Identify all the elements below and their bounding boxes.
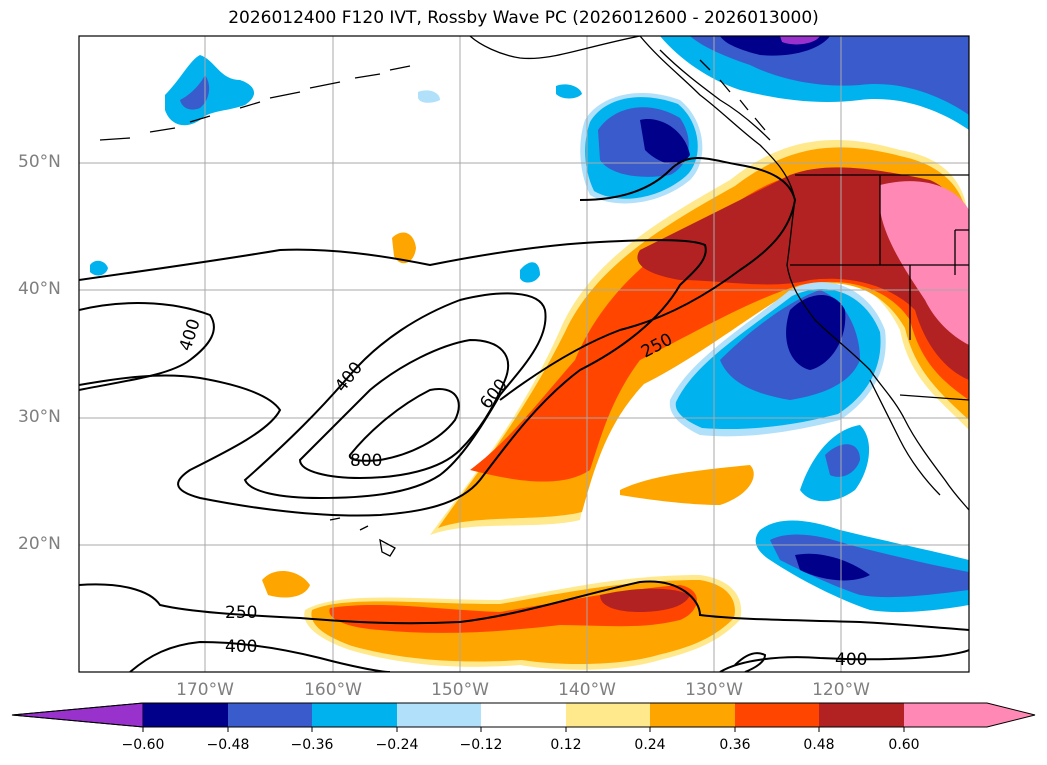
coast-inner-1 xyxy=(659,49,771,141)
contour-250-east xyxy=(499,157,797,401)
contour-800 xyxy=(348,388,460,462)
colorbar-segment xyxy=(143,703,228,727)
colorbar-segment xyxy=(735,703,819,727)
blue-dot-4 xyxy=(418,90,440,103)
lon-label-120w: 120°W xyxy=(812,680,870,700)
ar-band-pink xyxy=(880,181,969,345)
blue-north-purple xyxy=(780,36,820,45)
chart-title: 2026012400 F120 IVT, Rossby Wave PC (202… xyxy=(228,8,819,28)
lon-label-150w: 150°W xyxy=(431,680,489,700)
colorbar-tick-label: −0.12 xyxy=(459,737,503,753)
south-band-darkred xyxy=(600,588,690,612)
colorbar-segment xyxy=(312,703,397,727)
colorbar-tick-label: 0.24 xyxy=(634,737,666,753)
colorbar-segment xyxy=(819,703,904,727)
contour-400-inner xyxy=(243,292,547,500)
state-borders xyxy=(790,174,969,401)
colorbar-tick-label: 0.36 xyxy=(719,737,751,753)
contour-label: 400 xyxy=(835,650,867,670)
orange-blob-east xyxy=(620,465,754,505)
coast-alaska xyxy=(469,36,641,60)
lon-label-170w: 170°W xyxy=(176,680,234,700)
contour-250-south xyxy=(79,580,969,631)
lon-label-160w: 160°W xyxy=(304,680,362,700)
orange-blob-north xyxy=(392,232,416,264)
coast-baja xyxy=(869,379,941,496)
contour-250-tiny xyxy=(734,652,767,672)
colorbar-segment xyxy=(228,703,312,727)
hawaii-islands xyxy=(329,517,396,557)
colorbar-tick-label: 0.60 xyxy=(888,737,920,753)
colorbar-segment xyxy=(650,703,735,727)
coastlines xyxy=(99,36,969,557)
blue-southeast-mid xyxy=(770,534,969,598)
contour-400-south xyxy=(129,640,391,672)
lat-label-30n: 30°N xyxy=(18,407,61,427)
lat-label-50n: 50°N xyxy=(18,152,61,172)
coast-north-america xyxy=(639,36,969,511)
ivt-contours xyxy=(79,157,969,672)
lat-label-20n: 20°N xyxy=(18,534,61,554)
colorbar-extend-high xyxy=(904,703,1035,727)
colorbar-tick-label: −0.24 xyxy=(375,737,419,753)
contour-label: 800 xyxy=(350,451,382,471)
colorbar-tick-label: −0.48 xyxy=(206,737,250,753)
blue-gulf-deep xyxy=(640,119,690,165)
colorbar-segment xyxy=(397,703,481,727)
blue-aleutian-light xyxy=(165,55,255,126)
map-frame xyxy=(78,35,970,673)
coast-aleutians xyxy=(99,65,411,141)
blue-baja-mid xyxy=(825,444,860,477)
orange-blob-small xyxy=(262,570,310,598)
blue-north-mid xyxy=(690,36,969,115)
colorbar-tick-label: −0.60 xyxy=(121,737,165,753)
blue-southeast-deep xyxy=(795,553,870,581)
contour-400-southeast xyxy=(719,649,969,672)
blue-dot-3 xyxy=(556,84,582,99)
blue-dot-2 xyxy=(520,262,540,283)
lon-label-130w: 130°W xyxy=(685,680,743,700)
colorbar-extend-low xyxy=(11,702,144,728)
colorbar-segment xyxy=(481,703,566,727)
contour-label: 250 xyxy=(225,603,257,623)
contour-250-north xyxy=(79,239,707,517)
lon-label-140w: 140°W xyxy=(558,680,616,700)
negative-anomaly-fields xyxy=(90,36,969,613)
coast-islands-north xyxy=(699,59,766,131)
contour-label: 400 xyxy=(176,317,205,354)
blue-aleutian-mid xyxy=(180,75,210,110)
lat-label-40n: 40°N xyxy=(18,279,61,299)
colorbar-tick-label: 0.12 xyxy=(550,737,582,753)
positive-anomaly-fields xyxy=(262,140,969,670)
blue-dot-1 xyxy=(90,260,108,276)
colorbar xyxy=(11,702,1036,732)
contour-400-outer xyxy=(79,302,215,391)
map-content xyxy=(79,36,969,672)
contour-600 xyxy=(298,338,510,480)
gridlines xyxy=(79,36,969,672)
contour-label: 400 xyxy=(225,637,257,657)
colorbar-ticks xyxy=(142,727,905,732)
colorbar-tick-label: −0.36 xyxy=(290,737,334,753)
blue-california-deep xyxy=(786,295,846,370)
colorbar-tick-label: 0.48 xyxy=(803,737,835,753)
contour-label: 600 xyxy=(476,375,512,413)
colorbar-segment xyxy=(566,703,650,727)
